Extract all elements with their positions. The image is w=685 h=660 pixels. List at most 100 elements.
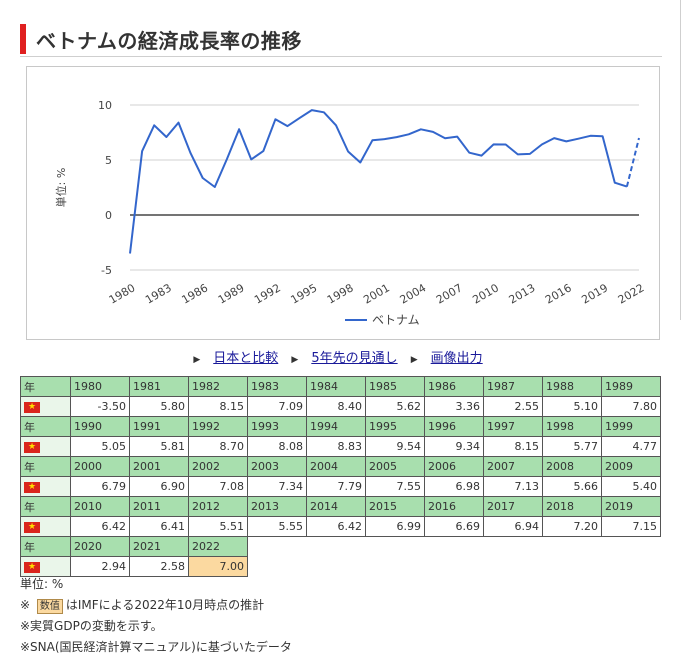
- value-cell: 4.77: [601, 436, 661, 457]
- arrow-right-icon: ▶: [410, 355, 418, 365]
- vietnam-flag-icon: ★: [24, 441, 40, 453]
- year-cell: 2010: [70, 496, 130, 517]
- value-cell: 6.94: [483, 516, 543, 537]
- year-cell: 2002: [188, 456, 248, 477]
- notes: 単位: % ※ 数值 はIMFによる2022年10月時点の推計 ※実質GDPの変動…: [20, 574, 292, 658]
- table-value-row: ★ 2.94 2.58 7.00: [20, 556, 661, 577]
- x-tick-label: 2007: [434, 281, 465, 306]
- arrow-right-icon: ▶: [193, 355, 201, 365]
- year-cell: 2018: [542, 496, 602, 517]
- year-cell: 2000: [70, 456, 130, 477]
- table-year-row: 年 2020 2021 2022: [20, 536, 661, 557]
- value-cell: 7.34: [247, 476, 307, 497]
- page-title-area: ベトナムの経済成長率の推移: [20, 20, 662, 57]
- year-cell: 1994: [306, 416, 366, 437]
- year-label-cell: 年: [20, 416, 71, 437]
- year-cell: 1997: [483, 416, 543, 437]
- value-cell: 6.98: [424, 476, 484, 497]
- year-cell: 1984: [306, 376, 366, 397]
- year-label-cell: 年: [20, 496, 71, 517]
- value-cell: 8.83: [306, 436, 366, 457]
- note-mark: ※: [20, 598, 31, 612]
- image-export-link[interactable]: 画像出力: [430, 351, 483, 366]
- series-line-estimate: [625, 137, 640, 187]
- year-cell: 2012: [188, 496, 248, 517]
- value-cell: 5.80: [129, 396, 189, 417]
- year-cell: 1987: [483, 376, 543, 397]
- year-cell: 2004: [306, 456, 366, 477]
- y-tick-label: 5: [105, 154, 112, 167]
- table-year-row: 年 2010 2011 2012 2013 2014 2015 2016 2017 2018 201…: [20, 496, 661, 517]
- estimate-note-line: ※ 数值 はIMFによる2022年10月時点の推計: [20, 595, 292, 616]
- value-cell: 8.40: [306, 396, 366, 417]
- value-cell: 9.34: [424, 436, 484, 457]
- y-axis-label: 単位: %: [54, 168, 68, 208]
- estimate-note: はIMFによる2022年10月時点の推計: [65, 598, 265, 612]
- year-cell: 1981: [129, 376, 189, 397]
- x-tick-label: 1989: [216, 281, 247, 306]
- x-tick-label: 1992: [252, 281, 283, 306]
- value-cell: 5.51: [188, 516, 248, 537]
- five-year-forecast-link[interactable]: 5年先の見通し: [311, 351, 398, 366]
- x-tick-label: 2022: [616, 281, 647, 306]
- year-cell: 1999: [601, 416, 661, 437]
- x-tick-label: 1986: [179, 281, 210, 306]
- compare-japan-link[interactable]: 日本と比較: [213, 351, 279, 366]
- table-value-row: ★ -3.50 5.80 8.15 7.09 8.40 5.62 3.36 2.55 5.10 7.…: [20, 396, 661, 417]
- year-label-cell: 年: [20, 456, 71, 477]
- value-cell: 5.62: [365, 396, 425, 417]
- year-cell: 2008: [542, 456, 602, 477]
- year-cell: 2006: [424, 456, 484, 477]
- year-cell: 1998: [542, 416, 602, 437]
- value-cell: 5.10: [542, 396, 602, 417]
- year-cell: 1990: [70, 416, 130, 437]
- y-tick-label: 10: [98, 99, 112, 112]
- year-cell: 1989: [601, 376, 661, 397]
- gdp-note: ※実質GDPの変動を示す。: [20, 619, 163, 633]
- value-cell: 6.79: [70, 476, 130, 497]
- value-cell: 9.54: [365, 436, 425, 457]
- value-cell: 7.55: [365, 476, 425, 497]
- table-year-row: 年 1990 1991 1992 1993 1994 1995 1996 1997 1998 199…: [20, 416, 661, 437]
- year-cell: 1983: [247, 376, 307, 397]
- x-tick-label: 1983: [143, 281, 174, 306]
- x-tick-label: 2004: [398, 281, 429, 306]
- year-cell: 2020: [70, 536, 130, 557]
- value-cell: 5.77: [542, 436, 602, 457]
- value-cell: 7.20: [542, 516, 602, 537]
- value-cell: 6.99: [365, 516, 425, 537]
- year-cell: 1996: [424, 416, 484, 437]
- flag-cell: ★: [20, 436, 71, 457]
- title-accent-bar: [20, 24, 26, 54]
- flag-cell: ★: [20, 516, 71, 537]
- estimate-value-cell: 7.00: [188, 556, 248, 577]
- table-value-row: ★ 5.05 5.81 8.70 8.08 8.83 9.54 9.34 8.15 5.77 4.7…: [20, 436, 661, 457]
- x-tick-label: 1998: [325, 281, 356, 306]
- value-cell: 7.15: [601, 516, 661, 537]
- estimate-badge: 数值: [36, 599, 63, 614]
- value-cell: 7.13: [483, 476, 543, 497]
- year-label-cell: 年: [20, 536, 71, 557]
- x-tick-label: 2001: [361, 281, 392, 306]
- x-tick-label: 1980: [107, 281, 138, 306]
- year-cell: 2005: [365, 456, 425, 477]
- value-cell: 5.55: [247, 516, 307, 537]
- flag-cell: ★: [20, 556, 71, 577]
- value-cell: 8.70: [188, 436, 248, 457]
- vietnam-flag-icon: ★: [24, 521, 40, 533]
- sna-note: ※SNA(国民経済計算マニュアル)に基づいたデータ: [20, 640, 292, 654]
- y-tick-label: 0: [105, 209, 112, 222]
- year-cell: 2016: [424, 496, 484, 517]
- table-value-row: ★ 6.42 6.41 5.51 5.55 6.42 6.99 6.69 6.94 7.20 7.1…: [20, 516, 661, 537]
- year-cell: 2022: [188, 536, 248, 557]
- page-title: ベトナムの経済成長率の推移: [36, 29, 302, 53]
- value-cell: 2.58: [129, 556, 189, 577]
- year-cell: 1986: [424, 376, 484, 397]
- value-cell: 6.42: [70, 516, 130, 537]
- value-cell: 5.81: [129, 436, 189, 457]
- x-tick-label: 2019: [579, 281, 610, 306]
- table-value-row: ★ 6.79 6.90 7.08 7.34 7.79 7.55 6.98 7.13 5.66 5.4…: [20, 476, 661, 497]
- value-cell: 2.55: [483, 396, 543, 417]
- x-tick-label: 2013: [507, 281, 538, 306]
